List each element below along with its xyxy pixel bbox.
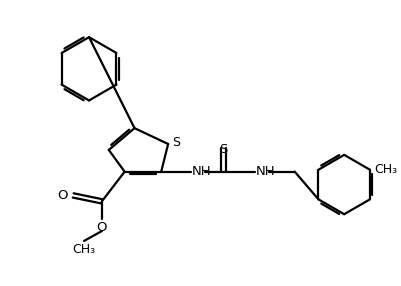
- Text: NH: NH: [192, 165, 211, 178]
- Text: CH₃: CH₃: [73, 243, 95, 256]
- Text: O: O: [97, 221, 107, 234]
- Text: S: S: [219, 143, 228, 156]
- Text: NH: NH: [256, 165, 276, 178]
- Text: O: O: [58, 189, 68, 202]
- Text: S: S: [172, 136, 180, 150]
- Text: CH₃: CH₃: [374, 163, 397, 176]
